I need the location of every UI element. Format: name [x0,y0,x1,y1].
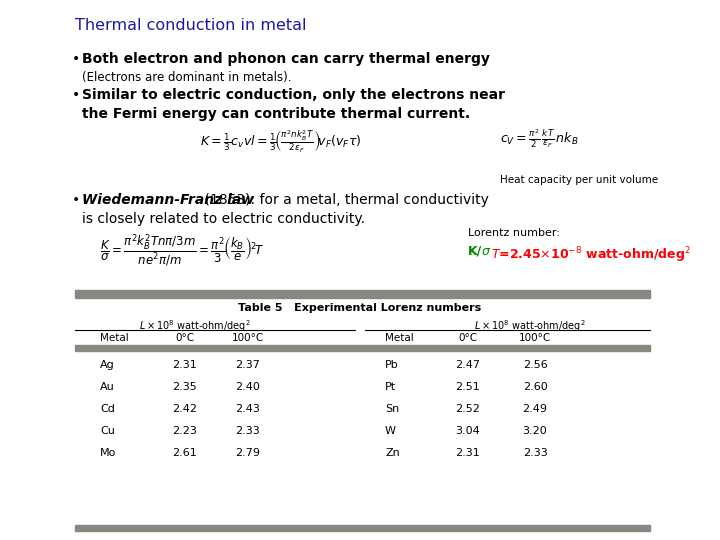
Text: 2.51: 2.51 [456,382,480,392]
Text: 2.61: 2.61 [173,448,197,458]
Text: 100°C: 100°C [519,333,551,343]
Text: 2.31: 2.31 [173,360,197,370]
Text: 2.33: 2.33 [235,426,261,436]
Text: •: • [72,52,80,66]
Text: Heat capacity per unit volume: Heat capacity per unit volume [500,175,658,185]
Text: 0°C: 0°C [459,333,477,343]
Text: 3.04: 3.04 [456,426,480,436]
Text: $\mathit{\sigma}$: $\mathit{\sigma}$ [481,245,491,258]
Text: 2.33: 2.33 [523,448,547,458]
Text: Thermal conduction in metal: Thermal conduction in metal [75,18,307,33]
Bar [75,290,650,298]
Text: Mo: Mo [100,448,117,458]
Text: 2.60: 2.60 [523,382,547,392]
Text: Cd: Cd [100,404,115,414]
Text: Au: Au [100,382,114,392]
Text: K/: K/ [468,245,482,258]
Text: Similar to electric conduction, only the electrons near: Similar to electric conduction, only the… [82,88,505,102]
Text: 2.31: 2.31 [456,448,480,458]
Text: $K = \frac{1}{3}c_v vl = \frac{1}{3}\!\left(\frac{\pi^2 nk_B^2 T}{2\varepsilon_F: $K = \frac{1}{3}c_v vl = \frac{1}{3}\!\l… [200,128,361,154]
Text: (Electrons are dominant in metals).: (Electrons are dominant in metals). [82,71,292,84]
Text: •: • [72,193,80,207]
Bar [75,345,650,351]
Text: 2.43: 2.43 [235,404,261,414]
Text: Wiedemann-Franz law: Wiedemann-Franz law [82,193,254,207]
Text: 2.49: 2.49 [523,404,547,414]
Text: 2.37: 2.37 [235,360,261,370]
Text: $L \times 10^8$ watt-ohm/deg$^2$: $L \times 10^8$ watt-ohm/deg$^2$ [139,318,251,334]
Text: 100°C: 100°C [232,333,264,343]
Text: 2.23: 2.23 [173,426,197,436]
Text: $\dfrac{K}{\sigma} = \dfrac{\pi^2 k_B^2 T n\pi/3m}{ne^2\pi/m} = \dfrac{\pi^2}{3}: $\dfrac{K}{\sigma} = \dfrac{\pi^2 k_B^2 … [100,232,264,268]
Text: •: • [72,88,80,102]
Text: 2.56: 2.56 [523,360,547,370]
Text: 2.40: 2.40 [235,382,261,392]
Text: Cu: Cu [100,426,115,436]
Text: Pb: Pb [385,360,399,370]
Text: the Fermi energy can contribute thermal current.: the Fermi energy can contribute thermal … [82,107,470,121]
Text: W: W [385,426,396,436]
Bar [75,525,650,531]
Text: (1853): for a metal, thermal conductivity: (1853): for a metal, thermal conductivit… [200,193,489,207]
Text: Ag: Ag [100,360,114,370]
Text: 2.35: 2.35 [173,382,197,392]
Text: Metal: Metal [100,333,129,343]
Text: 2.52: 2.52 [456,404,480,414]
Text: Metal: Metal [385,333,414,343]
Text: 2.79: 2.79 [235,448,261,458]
Text: $T$=2.45$\times$10$^{-8}$ watt-ohm/deg$^2$: $T$=2.45$\times$10$^{-8}$ watt-ohm/deg$^… [491,245,691,265]
Text: 2.47: 2.47 [456,360,480,370]
Text: Both electron and phonon can carry thermal energy: Both electron and phonon can carry therm… [82,52,490,66]
Text: Lorentz number:: Lorentz number: [468,228,560,238]
Text: $L \times 10^8$ watt-ohm/deg$^2$: $L \times 10^8$ watt-ohm/deg$^2$ [474,318,586,334]
Text: 0°C: 0°C [176,333,194,343]
Text: 2.42: 2.42 [173,404,197,414]
Text: Sn: Sn [385,404,400,414]
Text: Table 5   Experimental Lorenz numbers: Table 5 Experimental Lorenz numbers [238,303,482,313]
Text: Zn: Zn [385,448,400,458]
Text: $c_V = \frac{\pi^2}{2}\,\frac{kT}{\varepsilon_F}\,nk_B$: $c_V = \frac{\pi^2}{2}\,\frac{kT}{\varep… [500,128,579,150]
Text: Pt: Pt [385,382,396,392]
Text: 3.20: 3.20 [523,426,547,436]
Text: is closely related to electric conductivity.: is closely related to electric conductiv… [82,212,365,226]
